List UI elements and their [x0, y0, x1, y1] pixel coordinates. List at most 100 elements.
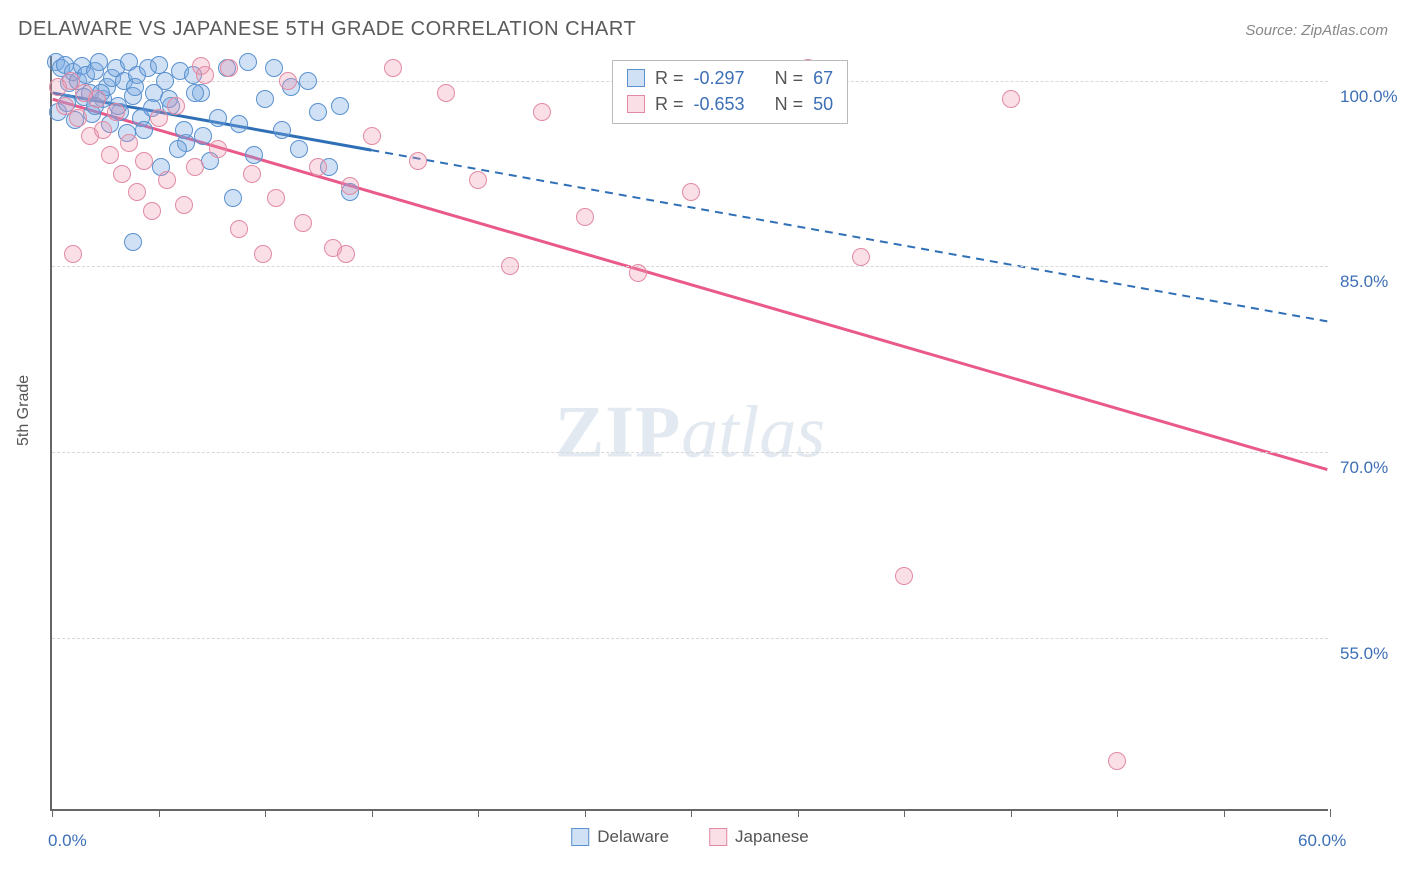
scatter-point	[194, 127, 212, 145]
scatter-point	[209, 140, 227, 158]
scatter-point	[69, 109, 87, 127]
x-tick	[478, 809, 479, 817]
x-tick	[1011, 809, 1012, 817]
scatter-point	[256, 90, 274, 108]
watermark-zip: ZIP	[555, 391, 681, 473]
legend-n-label: N =	[775, 94, 804, 115]
legend-swatch	[571, 828, 589, 846]
y-tick-label: 100.0%	[1340, 87, 1398, 107]
legend-n-value: 50	[813, 94, 833, 115]
x-tick	[798, 809, 799, 817]
correlation-legend: R = -0.297 N = 67R = -0.653 N = 50	[612, 60, 848, 124]
legend-n-value: 67	[813, 68, 833, 89]
watermark-atlas: atlas	[681, 391, 825, 473]
x-tick	[691, 809, 692, 817]
source-link[interactable]: ZipAtlas.com	[1301, 22, 1388, 39]
x-axis-max-label: 60.0%	[1298, 831, 1346, 851]
scatter-point	[309, 158, 327, 176]
scatter-point	[290, 140, 308, 158]
y-tick-label: 85.0%	[1340, 272, 1388, 292]
scatter-point	[230, 220, 248, 238]
scatter-point	[437, 84, 455, 102]
gridline-horizontal	[52, 638, 1328, 639]
scatter-point	[1002, 90, 1020, 108]
scatter-point	[245, 146, 263, 164]
scatter-point	[135, 121, 153, 139]
scatter-point	[299, 72, 317, 90]
scatter-point	[230, 115, 248, 133]
scatter-point	[309, 103, 327, 121]
legend-swatch	[709, 828, 727, 846]
scatter-point	[341, 177, 359, 195]
series-name: Japanese	[735, 827, 809, 847]
chart-header: DELAWARE VS JAPANESE 5TH GRADE CORRELATI…	[18, 18, 1388, 41]
scatter-point	[107, 103, 125, 121]
y-axis-title: 5th Grade	[15, 375, 33, 446]
watermark: ZIPatlas	[555, 390, 825, 475]
scatter-point	[895, 567, 913, 585]
legend-swatch	[627, 69, 645, 87]
scatter-point	[220, 59, 238, 77]
x-axis-min-label: 0.0%	[48, 831, 87, 851]
scatter-point	[682, 183, 700, 201]
x-tick	[372, 809, 373, 817]
legend-r-label: R =	[655, 94, 684, 115]
x-tick	[265, 809, 266, 817]
scatter-point	[239, 53, 257, 71]
legend-r-label: R =	[655, 68, 684, 89]
scatter-point	[88, 90, 106, 108]
scatter-point	[267, 189, 285, 207]
y-tick-label: 55.0%	[1340, 644, 1388, 664]
x-tick	[904, 809, 905, 817]
series-legend-item: Delaware	[571, 827, 669, 847]
scatter-point	[629, 264, 647, 282]
x-tick	[1224, 809, 1225, 817]
scatter-point	[469, 171, 487, 189]
x-tick	[585, 809, 586, 817]
scatter-point	[209, 109, 227, 127]
scatter-point	[101, 146, 119, 164]
scatter-point	[167, 97, 185, 115]
scatter-point	[224, 189, 242, 207]
gridline-horizontal	[52, 266, 1328, 267]
scatter-point	[120, 134, 138, 152]
scatter-point	[113, 165, 131, 183]
trend-line-solid	[53, 99, 1328, 469]
scatter-point	[126, 78, 144, 96]
scatter-point	[64, 245, 82, 263]
legend-r-value: -0.653	[694, 94, 745, 115]
scatter-point	[169, 140, 187, 158]
x-tick	[159, 809, 160, 817]
plot-area: ZIPatlas R = -0.297 N = 67R = -0.653 N =…	[50, 56, 1328, 811]
scatter-point	[186, 84, 204, 102]
scatter-point	[186, 158, 204, 176]
scatter-point	[331, 97, 349, 115]
x-tick	[1330, 809, 1331, 817]
legend-swatch	[627, 95, 645, 113]
scatter-point	[501, 257, 519, 275]
source-label: Source:	[1245, 22, 1301, 39]
scatter-point	[124, 233, 142, 251]
scatter-point	[143, 202, 161, 220]
correlation-legend-row: R = -0.297 N = 67	[627, 65, 833, 91]
scatter-point	[337, 245, 355, 263]
scatter-point	[265, 59, 283, 77]
source-attribution: Source: ZipAtlas.com	[1245, 22, 1388, 39]
scatter-point	[135, 152, 153, 170]
scatter-point	[273, 121, 291, 139]
scatter-point	[576, 208, 594, 226]
scatter-point	[279, 72, 297, 90]
scatter-point	[533, 103, 551, 121]
series-legend: Delaware Japanese	[571, 827, 809, 847]
legend-n-label: N =	[775, 68, 804, 89]
series-legend-item: Japanese	[709, 827, 809, 847]
x-tick	[52, 809, 53, 817]
scatter-point	[409, 152, 427, 170]
correlation-legend-row: R = -0.653 N = 50	[627, 91, 833, 117]
scatter-point	[1108, 752, 1126, 770]
scatter-point	[94, 121, 112, 139]
y-tick-label: 70.0%	[1340, 458, 1388, 478]
series-name: Delaware	[597, 827, 669, 847]
gridline-horizontal	[52, 452, 1328, 453]
scatter-point	[128, 183, 146, 201]
